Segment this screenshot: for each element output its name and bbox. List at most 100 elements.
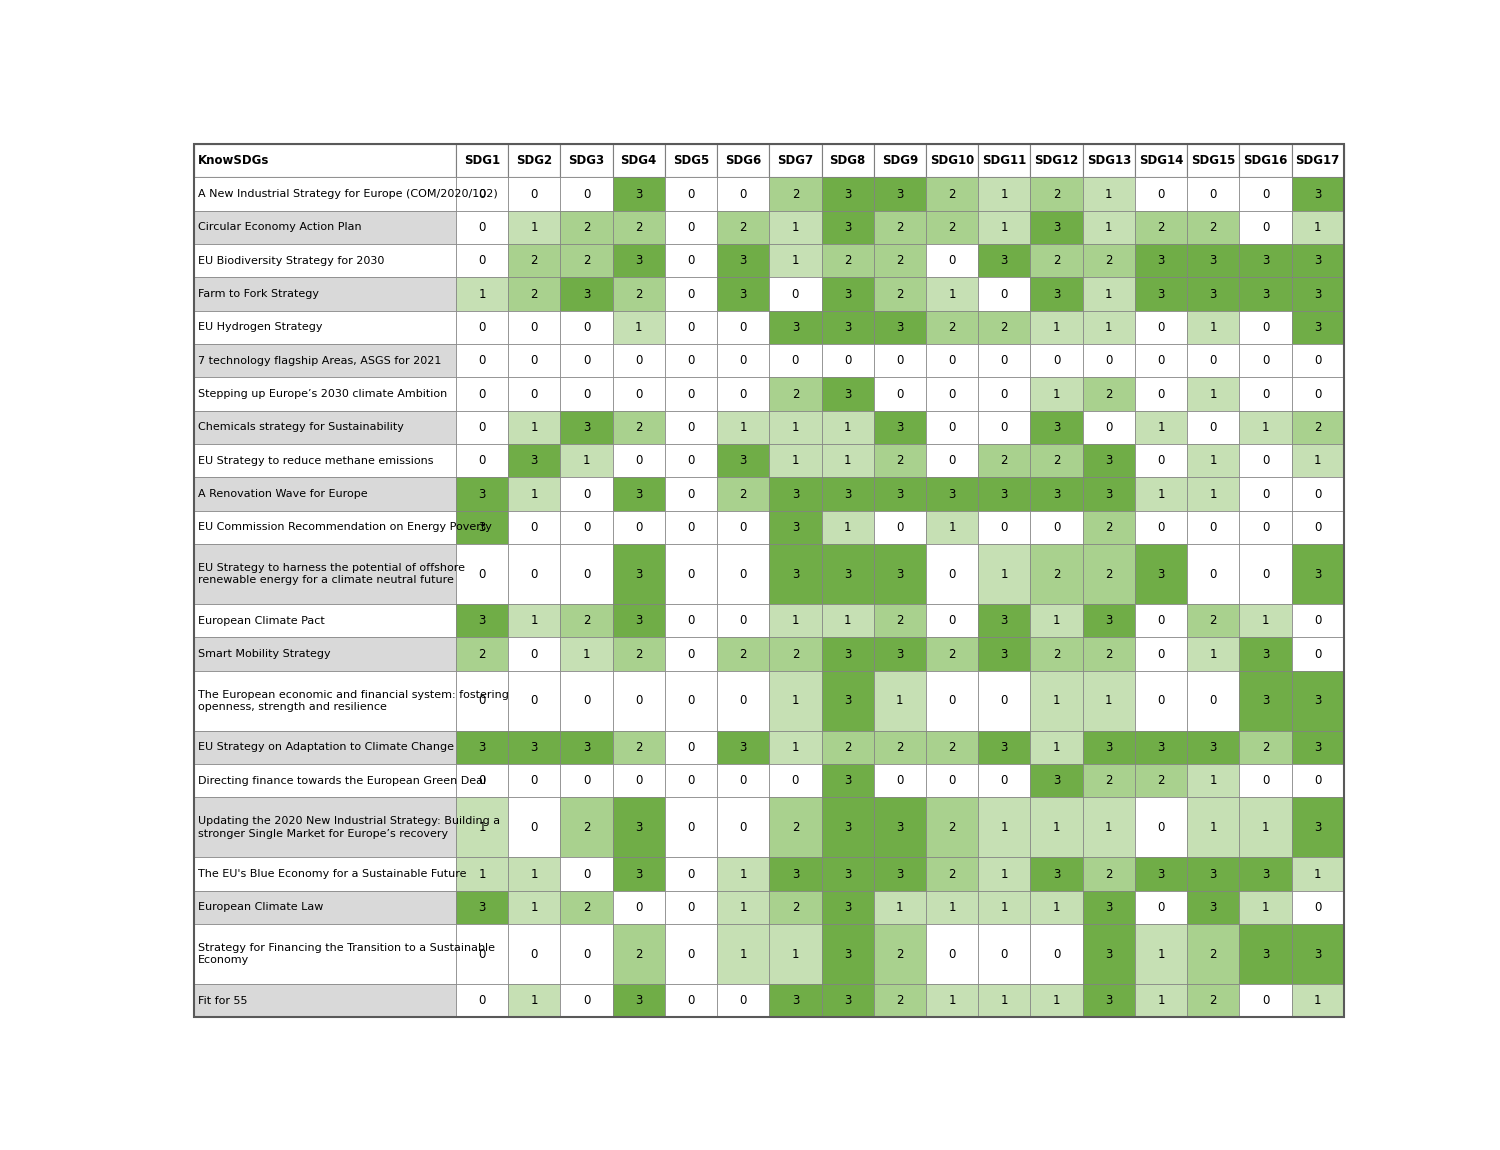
Text: SDG2: SDG2 [516,154,552,167]
Text: 0: 0 [531,354,538,367]
Text: 3: 3 [740,254,747,267]
Text: 3: 3 [531,741,538,754]
Text: The European economic and financial system: fostering
openness, strength and res: The European economic and financial syst… [198,690,508,712]
Text: European Climate Pact: European Climate Pact [198,615,326,626]
Bar [612,310,664,344]
Text: 0: 0 [687,568,694,581]
Text: 0: 0 [1314,774,1322,788]
Bar [717,477,770,511]
Bar [194,764,456,797]
Bar [1239,344,1292,377]
Text: 0: 0 [687,900,694,914]
Bar [873,177,925,210]
Bar [1136,344,1186,377]
Bar [1136,604,1186,637]
Bar [194,544,456,604]
Bar [822,277,873,310]
Text: 0: 0 [584,321,590,333]
Bar [770,923,822,984]
Text: 0: 0 [687,254,694,267]
Text: 0: 0 [1314,354,1322,367]
Text: Stepping up Europe’s 2030 climate Ambition: Stepping up Europe’s 2030 climate Ambiti… [198,389,447,399]
Text: 0: 0 [634,695,642,707]
Bar [1239,730,1292,764]
Text: 3: 3 [1262,254,1269,267]
Text: 0: 0 [948,454,956,467]
Bar [664,730,717,764]
Text: 0: 0 [1000,521,1008,534]
Bar [194,670,456,730]
Text: 1: 1 [948,900,956,914]
Text: 2: 2 [582,614,590,627]
Text: SDG12: SDG12 [1035,154,1078,167]
Text: 0: 0 [1158,647,1164,660]
Bar [561,310,612,344]
Text: 0: 0 [948,421,956,434]
Bar [664,891,717,923]
Text: 0: 0 [1053,521,1060,534]
Text: 0: 0 [584,948,590,960]
Text: 3: 3 [1158,741,1164,754]
Text: 3: 3 [1158,254,1164,267]
Bar [822,891,873,923]
Text: 3: 3 [792,995,800,1007]
Bar [770,637,822,670]
Bar [978,858,1030,891]
Bar [978,764,1030,797]
Bar [1186,411,1239,444]
Text: 2: 2 [1209,614,1216,627]
Bar [509,858,561,891]
Text: 3: 3 [634,867,642,881]
Bar [1186,177,1239,210]
Bar [1030,210,1083,244]
Text: 3: 3 [844,221,852,233]
Bar [664,244,717,277]
Bar [822,177,873,210]
Bar [873,670,925,730]
Text: EU Strategy to harness the potential of offshore
renewable energy for a climate : EU Strategy to harness the potential of … [198,562,465,585]
Bar [1186,764,1239,797]
Text: 1: 1 [531,614,538,627]
Bar [1136,544,1186,604]
Text: 2: 2 [896,454,903,467]
Text: 0: 0 [948,254,956,267]
Text: EU Biodiversity Strategy for 2030: EU Biodiversity Strategy for 2030 [198,255,384,266]
Bar [509,477,561,511]
Text: 1: 1 [844,521,852,534]
Text: 3: 3 [1262,288,1269,300]
Text: 3: 3 [792,488,800,500]
Text: 2: 2 [844,741,852,754]
Text: 2: 2 [792,647,800,660]
Text: 1: 1 [792,421,800,434]
Bar [1136,670,1186,730]
Bar [194,730,456,764]
Bar [194,984,456,1018]
Bar [1083,544,1136,604]
Bar [1136,923,1186,984]
Bar [1239,923,1292,984]
Bar [509,604,561,637]
Text: 0: 0 [478,568,486,581]
Bar [509,730,561,764]
Bar [664,511,717,544]
Text: 0: 0 [1262,321,1269,333]
Text: 3: 3 [1106,900,1113,914]
Bar [1136,984,1186,1018]
Text: 0: 0 [1314,388,1322,400]
Bar [1030,604,1083,637]
Text: 0: 0 [1106,354,1113,367]
Text: 3: 3 [1209,288,1216,300]
Text: 1: 1 [948,521,956,534]
Text: 1: 1 [1209,821,1216,834]
Text: 2: 2 [1106,647,1113,660]
Bar [612,604,664,637]
Bar [1292,604,1344,637]
Bar [664,277,717,310]
Text: 3: 3 [1053,221,1060,233]
Text: 1: 1 [896,695,903,707]
Text: 3: 3 [584,421,590,434]
Bar [1083,344,1136,377]
Bar [509,144,561,177]
Bar [1186,444,1239,477]
Text: 3: 3 [1158,867,1164,881]
